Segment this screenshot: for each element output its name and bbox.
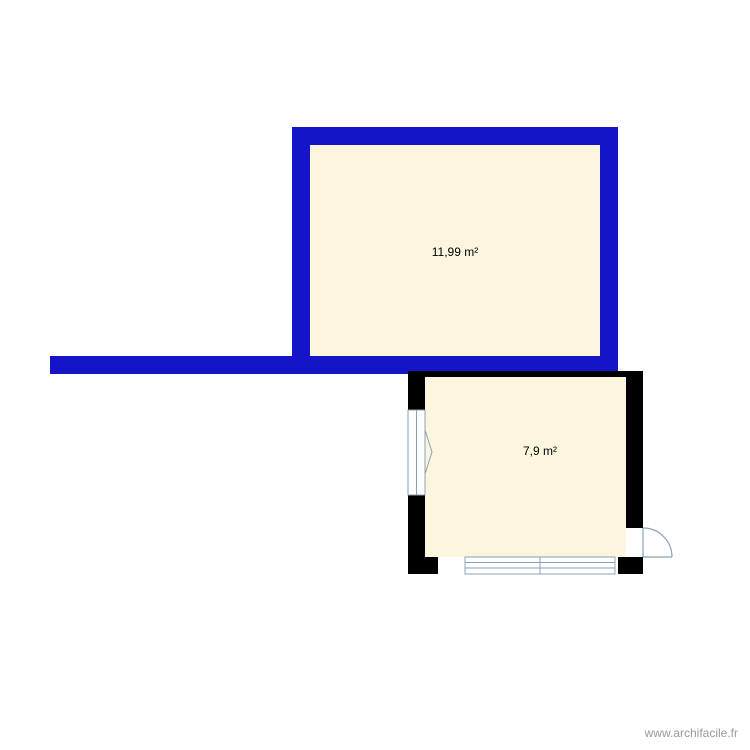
floorplan-canvas: 11,99 m² 7,9 m² xyxy=(0,0,750,750)
room-lower-label: 7,9 m² xyxy=(523,444,557,458)
door-right xyxy=(626,528,672,557)
watermark-text: www.archifacile.fr xyxy=(645,726,738,740)
left-wall-bar xyxy=(50,356,310,374)
blue-cap xyxy=(292,360,412,374)
room-lower-fill xyxy=(425,374,626,557)
window-bottom xyxy=(465,557,615,574)
room-upper-label: 11,99 m² xyxy=(432,245,478,259)
